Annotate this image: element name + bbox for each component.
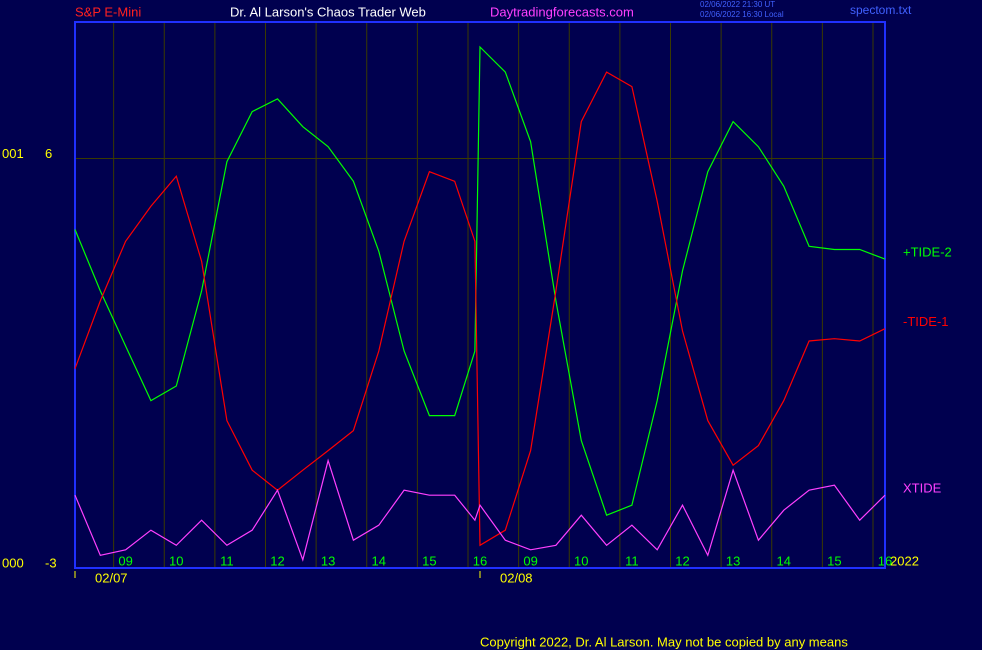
- series-line: [74, 458, 886, 562]
- x-tick-label: 12: [675, 553, 689, 568]
- left-label: 000: [2, 555, 24, 570]
- x-tick-label: 11: [220, 553, 234, 568]
- legend-label: +TIDE-2: [903, 244, 952, 259]
- chart-title: Dr. Al Larson's Chaos Trader Web: [230, 4, 426, 19]
- x-tick-label: 11: [625, 553, 639, 568]
- series-line: [74, 45, 886, 516]
- date-label: 02/08: [500, 570, 533, 585]
- series-line: [74, 71, 886, 547]
- x-tick-label: 12: [270, 553, 284, 568]
- y-tick-label: -3: [45, 555, 57, 570]
- timestamp: 02/06/2022 16:30 Local: [700, 10, 784, 19]
- x-tick-label: 10: [574, 553, 588, 568]
- file-name: spectom.txt: [850, 3, 912, 17]
- left-label: 001: [2, 146, 24, 161]
- x-tick-label: 14: [372, 553, 386, 568]
- x-tick-label: 09: [523, 553, 537, 568]
- x-tick-label: 09: [118, 553, 132, 568]
- legend-label: -TIDE-1: [903, 314, 949, 329]
- symbol: S&P E-Mini: [75, 4, 141, 19]
- x-tick-label: 14: [777, 553, 791, 568]
- date-label: 02/07: [95, 570, 128, 585]
- timestamp: 02/06/2022 21:30 UT: [700, 0, 775, 9]
- site: Daytradingforecasts.com: [490, 4, 634, 19]
- x-tick-label: 10: [169, 553, 183, 568]
- y-tick-label: 6: [45, 146, 52, 161]
- x-tick-label: 15: [827, 553, 841, 568]
- year: 2022: [890, 553, 919, 568]
- x-tick-label: 16: [473, 553, 487, 568]
- copyright: Copyright 2022, Dr. Al Larson. May not b…: [480, 634, 848, 649]
- legend-label: XTIDE: [903, 481, 942, 496]
- x-tick-label: 13: [726, 553, 740, 568]
- x-tick-label: 15: [422, 553, 436, 568]
- plot-border: [74, 21, 886, 569]
- x-tick-label: 13: [321, 553, 335, 568]
